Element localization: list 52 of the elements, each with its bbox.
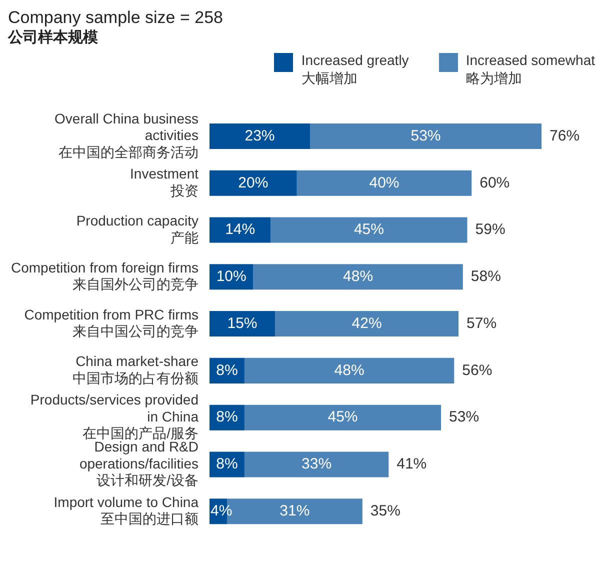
y-tick-label: Design and R&D operations/facilities 设计和研发/设备	[79, 438, 199, 488]
total-label: 60%	[480, 174, 510, 192]
bar	[296, 170, 472, 196]
bar	[210, 170, 297, 196]
chart-title: Company sample size = 258	[8, 8, 224, 28]
legend-label: Increased greatly 大幅增加	[301, 51, 409, 87]
legend-label: Increased somewhat 略为增加	[466, 51, 595, 87]
total-label: 35%	[370, 502, 400, 520]
total-label: 41%	[396, 456, 427, 473]
data-label: 40%	[369, 174, 400, 192]
data-label: 8%	[216, 408, 238, 426]
y-tick-label: China market-share 中国市场的占有份额	[72, 353, 199, 386]
bar	[210, 123, 310, 149]
y-tick-label: Products/services provided in China 在中国的产品/服务	[30, 392, 199, 442]
data-label: 14%	[225, 221, 256, 238]
total-label: 58%	[470, 268, 501, 286]
bar	[275, 311, 459, 337]
y-tick-label: Competition from foreign firms 来自国外公司的竞争	[10, 259, 199, 292]
data-label: 15%	[227, 314, 258, 332]
bar	[244, 452, 389, 478]
data-label: 45%	[328, 408, 358, 426]
data-label: 10%	[216, 268, 246, 286]
bar	[244, 404, 442, 430]
data-label: 20%	[238, 174, 268, 192]
y-tick-label: Competition from PRC firms 来自中国公司的竞争	[24, 306, 199, 340]
text: 公司样本规模	[8, 28, 99, 47]
total-label: 59%	[475, 221, 506, 238]
data-label: 31%	[280, 502, 310, 520]
bar	[210, 311, 276, 337]
y-tick-label: Investment 投资	[130, 166, 199, 198]
data-label: 48%	[343, 268, 374, 286]
data-label: 53%	[410, 127, 441, 144]
bar	[244, 358, 454, 384]
data-label: 33%	[302, 456, 332, 473]
total-label: 57%	[466, 314, 497, 332]
total-label: 76%	[550, 127, 580, 144]
data-label: 4%	[210, 502, 232, 520]
data-label: 23%	[244, 127, 275, 144]
total-label: 56%	[462, 362, 492, 379]
bar	[210, 217, 271, 243]
y-tick-label: Overall China business activities 在中国的全部商务活动	[54, 110, 199, 160]
data-label: 45%	[354, 221, 384, 238]
bar	[270, 217, 468, 243]
data-label: 48%	[334, 362, 364, 379]
data-label: 8%	[216, 456, 238, 473]
data-label: 8%	[216, 362, 238, 379]
y-tick-label: Import volume to China 至中国的进口额	[54, 494, 199, 527]
data-label: 42%	[352, 314, 382, 332]
total-label: 53%	[449, 408, 480, 426]
bar	[310, 123, 542, 149]
bar	[253, 264, 463, 290]
y-tick-label: Production capacity 产能	[76, 212, 199, 246]
